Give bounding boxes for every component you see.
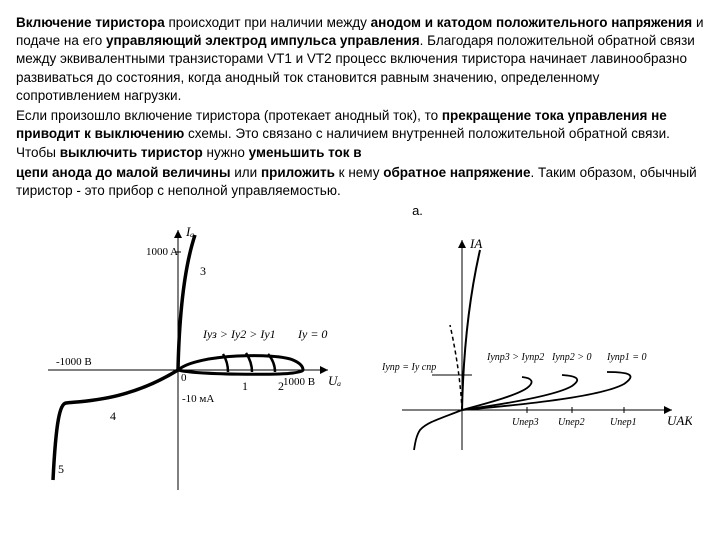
p2-bold-2: выключить тиристор [60, 145, 203, 160]
xlab-plus1000: 1000 В [283, 376, 315, 388]
curve-1: 1 [242, 379, 248, 393]
curve-4: 4 [110, 409, 116, 423]
axis-x-label: Uₐ [328, 373, 341, 388]
lbl-i3: Iупр3 > Iупр2 [486, 352, 544, 363]
paragraph-3: цепи анода до малой величины или приложи… [16, 164, 704, 200]
origin-label: 0 [181, 372, 187, 384]
curve-5: 5 [58, 462, 64, 476]
p3-t2: к нему [335, 165, 383, 180]
ylab-minus10: -10 мА [182, 393, 214, 405]
figures-row: Iₐ Uₐ 0 1000 A 1000 В -1000 В -10 мА 3 1… [16, 220, 704, 500]
p1-t1: происходит при наличии между [165, 15, 371, 30]
iy-zero: Iу = 0 [297, 327, 327, 341]
u-per3: Uпер3 [512, 417, 539, 428]
lbl-i2: Iупр2 > 0 [551, 352, 592, 363]
figure-right: IА UАК Uпер3 Uпер2 Uпер1 Iупр = Iу спр I… [372, 220, 692, 480]
p2-bold-3: уменьшить ток в [249, 145, 362, 160]
p3-bold-1: цепи анода до малой величины [16, 165, 230, 180]
p3-bold-2: приложить [261, 165, 335, 180]
ylab-1000a: 1000 A [146, 246, 178, 258]
xlab-minus1000: -1000 В [56, 356, 92, 368]
lbl-i1: Iупр1 = 0 [606, 352, 647, 363]
lbl-iupr-spr: Iупр = Iу спр [381, 362, 436, 373]
axis-y-label-r: IА [469, 236, 482, 251]
u-per1: Uпер1 [610, 417, 637, 428]
p1-bold-3: управляющий электрод импульса управления [106, 33, 420, 48]
curve-3: 3 [200, 264, 206, 278]
p3-t1: или [230, 165, 260, 180]
p2-t1: Если произошло включение тиристора (прот… [16, 108, 442, 123]
figure-left: Iₐ Uₐ 0 1000 A 1000 В -1000 В -10 мА 3 1… [28, 220, 348, 500]
figure-label-a: а. [131, 202, 704, 220]
u-per2: Uпер2 [558, 417, 585, 428]
p3-bold-3: обратное напряжение [383, 165, 530, 180]
paragraph-1: Включение тиристора происходит при налич… [16, 14, 704, 105]
p2-t3: нужно [203, 145, 249, 160]
p1-bold-2: анодом и катодом положительного напряжен… [371, 15, 693, 30]
paragraph-2: Если произошло включение тиристора (прот… [16, 107, 704, 162]
p1-bold-1: Включение тиристора [16, 15, 165, 30]
axis-x-label-r: UАК [667, 413, 692, 428]
curve-2: 2 [278, 379, 284, 393]
iy-inequality: Iуз > Iу2 > Iу1 [202, 327, 276, 341]
